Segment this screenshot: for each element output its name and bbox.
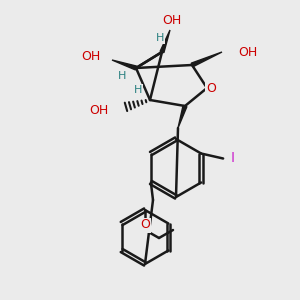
- Text: OH: OH: [89, 103, 108, 116]
- Text: H: H: [134, 85, 142, 95]
- Text: H: H: [118, 71, 126, 81]
- Polygon shape: [191, 52, 222, 67]
- Text: I: I: [231, 152, 235, 166]
- Text: OH: OH: [81, 50, 100, 62]
- Text: OH: OH: [162, 14, 182, 26]
- Text: O: O: [140, 218, 150, 232]
- Text: H: H: [156, 33, 164, 43]
- Text: OH: OH: [238, 46, 257, 59]
- Text: O: O: [206, 82, 216, 94]
- Polygon shape: [178, 105, 187, 128]
- Polygon shape: [112, 60, 136, 70]
- Polygon shape: [160, 30, 170, 53]
